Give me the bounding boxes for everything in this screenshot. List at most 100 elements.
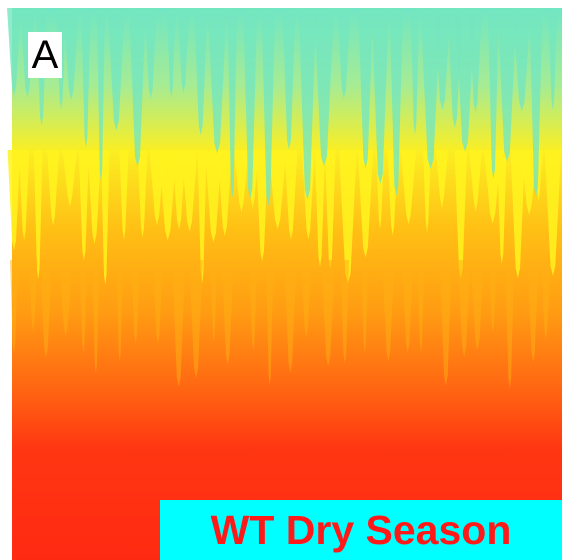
texture-streak bbox=[210, 260, 218, 343]
texture-streak bbox=[177, 8, 190, 94]
texture-streak bbox=[497, 8, 517, 162]
texture-streak bbox=[166, 8, 176, 99]
texture-streak bbox=[7, 150, 21, 251]
texture-streak bbox=[423, 150, 432, 233]
texture-streak bbox=[541, 260, 551, 340]
texture-streak bbox=[217, 150, 232, 237]
texture-streak bbox=[28, 260, 38, 332]
texture-streak bbox=[119, 150, 129, 240]
texture-streak bbox=[400, 150, 417, 225]
texture-streak bbox=[469, 150, 483, 212]
texture-streak bbox=[268, 150, 287, 230]
texture-streak bbox=[510, 150, 526, 279]
texture-streak bbox=[221, 260, 234, 366]
texture-streak bbox=[261, 8, 276, 207]
texture-streak bbox=[484, 150, 502, 224]
texture-streak bbox=[181, 150, 198, 232]
texture-streak bbox=[47, 150, 60, 226]
texture-streak bbox=[417, 260, 425, 353]
texture-streak bbox=[382, 260, 395, 362]
texture-streak bbox=[371, 8, 389, 184]
texture-streak bbox=[101, 150, 110, 285]
panel-label: A bbox=[28, 32, 62, 78]
texture-streak bbox=[454, 150, 468, 279]
texture-streak bbox=[529, 8, 543, 198]
texture-streak bbox=[207, 8, 227, 154]
texture-streak bbox=[243, 8, 258, 199]
texture-streak bbox=[249, 260, 258, 352]
texture-streak bbox=[488, 260, 497, 334]
texture-streak bbox=[548, 8, 558, 110]
texture-streak bbox=[129, 8, 146, 167]
texture-streak bbox=[410, 8, 420, 135]
texture-streak bbox=[33, 150, 43, 280]
texture-streak bbox=[314, 8, 334, 167]
texture-streak bbox=[435, 150, 449, 209]
heatmap-texture bbox=[7, 8, 562, 389]
texture-streak bbox=[361, 260, 369, 354]
texture-streak bbox=[92, 260, 100, 374]
texture-streak bbox=[137, 150, 148, 238]
texture-streak bbox=[455, 8, 475, 152]
texture-streak bbox=[172, 260, 186, 387]
texture-streak bbox=[205, 150, 222, 243]
texture-streak bbox=[227, 8, 238, 198]
texture-streak bbox=[321, 260, 336, 367]
texture-streak bbox=[389, 8, 403, 196]
texture-streak bbox=[172, 150, 186, 230]
texture-streak bbox=[402, 260, 414, 354]
texture-streak bbox=[131, 260, 141, 344]
texture-streak bbox=[512, 8, 531, 112]
texture-streak bbox=[284, 260, 297, 373]
texture-streak bbox=[62, 150, 78, 207]
texture-streak bbox=[314, 150, 326, 267]
texture-streak bbox=[116, 260, 123, 363]
texture-streak bbox=[234, 150, 249, 213]
texture-streak bbox=[457, 260, 471, 357]
texture-streak bbox=[337, 8, 351, 100]
texture-streak bbox=[527, 260, 539, 363]
texture-streak bbox=[59, 260, 73, 337]
texture-streak bbox=[197, 150, 207, 284]
caption: WT Dry Season bbox=[160, 500, 562, 560]
texture-streak bbox=[96, 8, 105, 181]
texture-streak bbox=[189, 260, 203, 379]
texture-streak bbox=[194, 8, 208, 136]
texture-streak bbox=[357, 150, 374, 258]
texture-streak bbox=[470, 260, 484, 351]
texture-streak bbox=[63, 8, 79, 101]
texture-streak bbox=[9, 260, 19, 355]
texture-streak bbox=[79, 260, 88, 354]
texture-streak bbox=[40, 260, 52, 358]
texture-streak bbox=[78, 150, 90, 261]
texture-streak bbox=[284, 150, 298, 240]
texture-streak bbox=[544, 150, 562, 276]
texture-streak bbox=[18, 150, 30, 240]
texture-streak bbox=[300, 260, 312, 338]
texture-streak bbox=[420, 8, 441, 170]
texture-streak bbox=[434, 8, 451, 111]
texture-streak bbox=[20, 8, 35, 98]
texture-streak bbox=[469, 8, 482, 113]
texture-streak bbox=[339, 150, 357, 284]
texture-streak bbox=[7, 8, 21, 97]
texture-streak bbox=[488, 8, 499, 179]
texture-streak bbox=[358, 8, 373, 169]
texture-streak bbox=[282, 8, 296, 150]
texture-streak bbox=[107, 8, 125, 131]
texture-streak bbox=[87, 150, 102, 244]
texture-streak bbox=[520, 150, 538, 216]
texture-streak bbox=[439, 260, 452, 386]
texture-streak bbox=[144, 8, 157, 100]
texture-streak bbox=[152, 260, 163, 344]
texture-streak bbox=[266, 260, 274, 386]
texture-streak bbox=[298, 8, 317, 200]
texture-streak bbox=[324, 150, 336, 269]
texture-streak bbox=[158, 150, 177, 241]
texture-streak bbox=[81, 8, 91, 148]
texture-streak bbox=[497, 150, 507, 264]
texture-streak bbox=[340, 260, 350, 364]
texture-streak bbox=[505, 260, 515, 389]
